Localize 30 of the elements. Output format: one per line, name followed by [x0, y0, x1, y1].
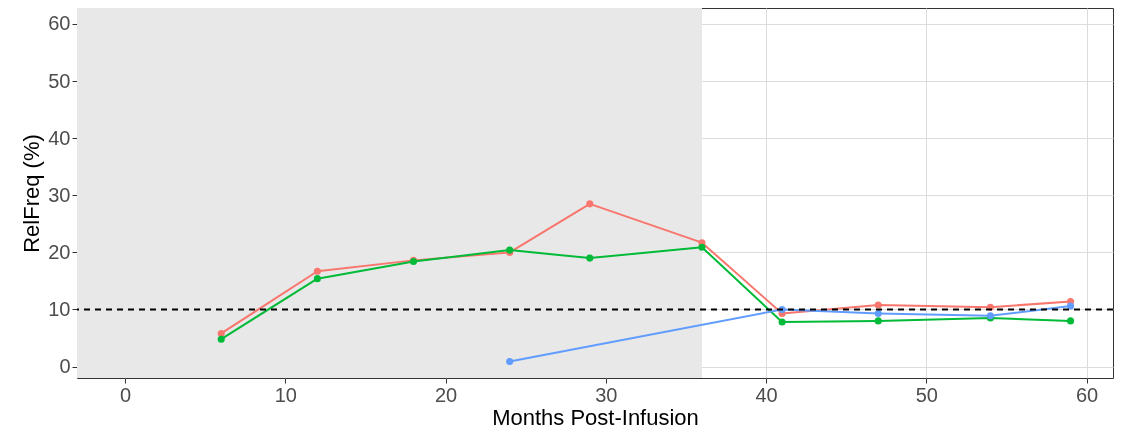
x-axis-title: Months Post-Infusion: [492, 404, 699, 430]
point: [313, 267, 321, 275]
point: [874, 317, 882, 325]
point: [313, 275, 321, 283]
x-tick-label: 60: [1075, 383, 1099, 406]
point: [1067, 302, 1075, 310]
point: [874, 309, 882, 318]
x-tick-label: 0: [120, 383, 132, 406]
x-tick-label: 10: [274, 383, 297, 406]
y-axis-title: RelFreq (%): [19, 134, 45, 253]
point: [778, 318, 786, 326]
x-tick-label: 40: [755, 383, 778, 406]
point: [217, 329, 225, 337]
point: [217, 335, 225, 343]
y-tick-label: 60: [48, 12, 71, 35]
x-tick-label: 20: [434, 383, 458, 406]
point: [586, 200, 594, 208]
y-tick-label: 30: [48, 183, 71, 206]
y-tick-label: 0: [59, 355, 71, 378]
point: [698, 243, 706, 251]
y-tick-label: 50: [48, 69, 71, 92]
y-tick-label: 40: [48, 126, 71, 149]
y-tick-label: 20: [48, 240, 71, 263]
y-tick-label: 10: [48, 297, 71, 320]
point: [1067, 317, 1075, 325]
point: [506, 357, 514, 365]
point: [874, 301, 882, 309]
point: [586, 254, 594, 262]
x-tick-label: 50: [915, 383, 938, 406]
x-tick-label: 30: [595, 383, 618, 406]
